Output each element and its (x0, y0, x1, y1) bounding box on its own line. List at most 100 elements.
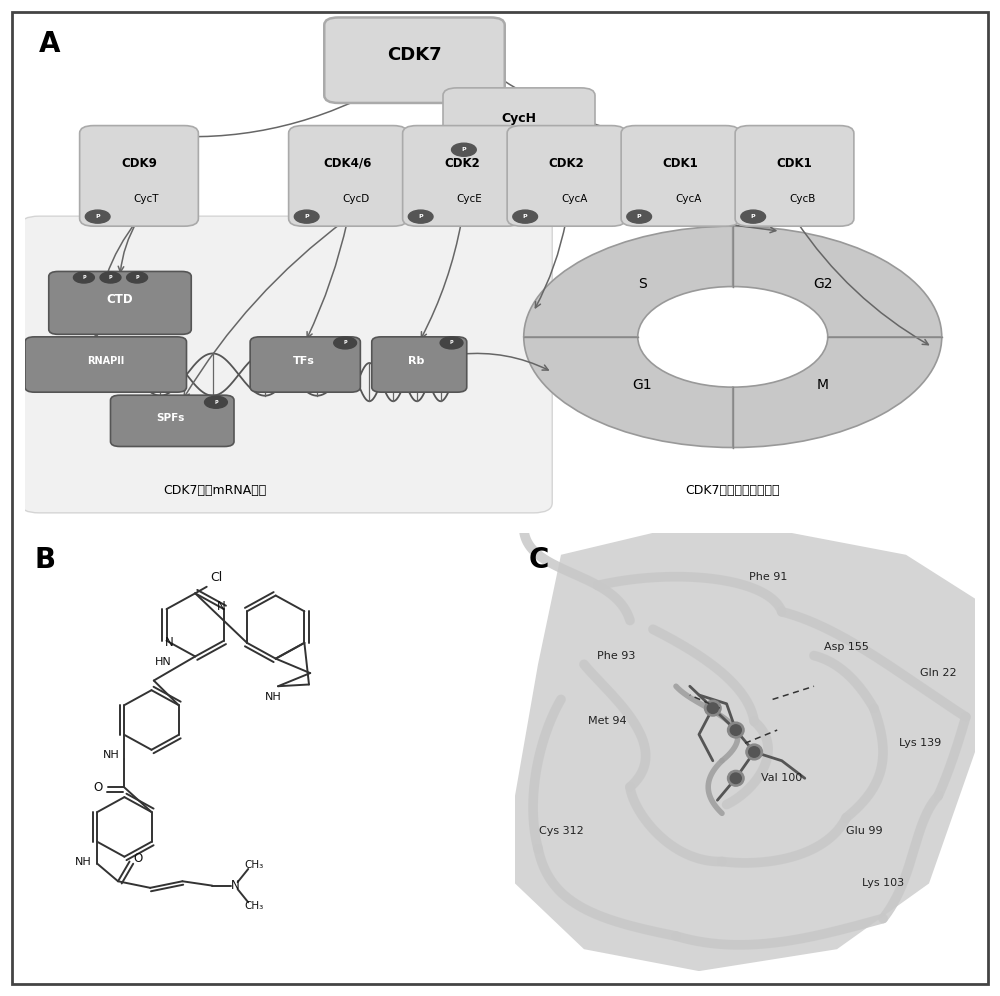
Circle shape (100, 272, 121, 283)
Circle shape (728, 722, 744, 738)
Text: M: M (817, 377, 829, 391)
Circle shape (205, 396, 227, 408)
FancyBboxPatch shape (25, 337, 186, 392)
Text: HN: HN (155, 657, 171, 667)
FancyBboxPatch shape (20, 216, 552, 513)
Text: Gln 22: Gln 22 (920, 668, 957, 678)
FancyBboxPatch shape (735, 125, 854, 226)
FancyBboxPatch shape (324, 18, 505, 103)
Text: NH: NH (265, 692, 282, 702)
Text: CDK2: CDK2 (444, 156, 480, 170)
Text: Lys 103: Lys 103 (862, 878, 904, 888)
Circle shape (127, 272, 148, 283)
Text: CDK1: CDK1 (777, 156, 812, 170)
Circle shape (749, 747, 760, 757)
Text: O: O (94, 781, 103, 794)
Text: CDK7: CDK7 (387, 46, 442, 64)
FancyBboxPatch shape (111, 395, 234, 446)
Text: A: A (39, 30, 61, 58)
Text: P: P (304, 214, 309, 219)
Text: Val 100: Val 100 (761, 773, 802, 783)
Text: CDK7调控细胞周期进程: CDK7调控细胞周期进程 (686, 484, 780, 497)
Text: CTD: CTD (107, 293, 133, 306)
Text: SPFs: SPFs (156, 413, 185, 423)
Text: CycB: CycB (789, 193, 815, 203)
Text: B: B (34, 546, 55, 574)
Wedge shape (524, 337, 733, 447)
FancyBboxPatch shape (507, 125, 626, 226)
Text: Rb: Rb (408, 356, 425, 366)
Text: CDK9: CDK9 (121, 156, 157, 170)
Text: Cys 312: Cys 312 (539, 826, 583, 836)
Circle shape (513, 210, 538, 223)
Circle shape (730, 773, 741, 784)
Text: C: C (529, 546, 549, 574)
FancyBboxPatch shape (250, 337, 360, 392)
Circle shape (294, 210, 319, 223)
Text: Glu 99: Glu 99 (846, 826, 883, 836)
Text: CDK2: CDK2 (549, 156, 584, 170)
Circle shape (452, 143, 476, 156)
Text: CycA: CycA (675, 193, 701, 203)
Text: S: S (638, 277, 647, 291)
Circle shape (408, 210, 433, 223)
FancyBboxPatch shape (403, 125, 521, 226)
Text: P: P (637, 214, 641, 219)
Circle shape (73, 272, 94, 283)
FancyBboxPatch shape (621, 125, 740, 226)
Text: Cl: Cl (210, 572, 222, 585)
Text: CH₃: CH₃ (245, 861, 264, 871)
Text: CycH: CycH (502, 112, 536, 124)
Text: Asp 155: Asp 155 (824, 641, 869, 651)
Circle shape (705, 700, 721, 716)
Circle shape (85, 210, 110, 223)
Wedge shape (524, 226, 733, 337)
Text: CDK7调控mRNA转录: CDK7调控mRNA转录 (163, 484, 267, 497)
Circle shape (334, 337, 357, 349)
Text: P: P (450, 341, 453, 346)
Text: N: N (217, 601, 226, 614)
Text: NH: NH (103, 750, 120, 760)
Text: P: P (751, 214, 755, 219)
Text: CDK4/6: CDK4/6 (324, 156, 372, 170)
Wedge shape (733, 226, 942, 337)
Text: CycT: CycT (134, 193, 159, 203)
Text: CycD: CycD (342, 193, 369, 203)
Circle shape (728, 770, 744, 786)
Text: P: P (418, 214, 423, 219)
FancyBboxPatch shape (80, 125, 198, 226)
FancyBboxPatch shape (443, 88, 595, 160)
Text: Met 94: Met 94 (588, 716, 626, 726)
Text: P: P (462, 147, 466, 152)
FancyBboxPatch shape (49, 272, 191, 335)
Text: NH: NH (75, 857, 92, 867)
Wedge shape (733, 337, 942, 447)
Text: G1: G1 (633, 377, 652, 391)
Text: CH₃: CH₃ (245, 900, 264, 910)
Text: N: N (231, 879, 240, 892)
Text: Phe 93: Phe 93 (597, 650, 635, 660)
Text: CycA: CycA (561, 193, 587, 203)
Text: CycE: CycE (457, 193, 482, 203)
Text: P: P (343, 341, 347, 346)
Circle shape (627, 210, 652, 223)
Text: N: N (164, 636, 173, 649)
Text: TFs: TFs (292, 356, 314, 366)
Text: RNAPII: RNAPII (87, 356, 124, 366)
Text: Lys 139: Lys 139 (899, 738, 941, 748)
Circle shape (746, 744, 762, 760)
Text: G2: G2 (813, 277, 833, 291)
Text: O: O (133, 852, 142, 865)
Text: P: P (135, 275, 139, 280)
Text: P: P (109, 275, 112, 280)
Circle shape (741, 210, 766, 223)
Polygon shape (515, 533, 975, 971)
Text: CDK1: CDK1 (663, 156, 698, 170)
Text: P: P (523, 214, 527, 219)
Circle shape (730, 725, 741, 735)
Text: P: P (95, 214, 100, 219)
FancyBboxPatch shape (289, 125, 407, 226)
Text: P: P (214, 399, 218, 404)
Circle shape (440, 337, 463, 349)
Circle shape (707, 703, 718, 713)
